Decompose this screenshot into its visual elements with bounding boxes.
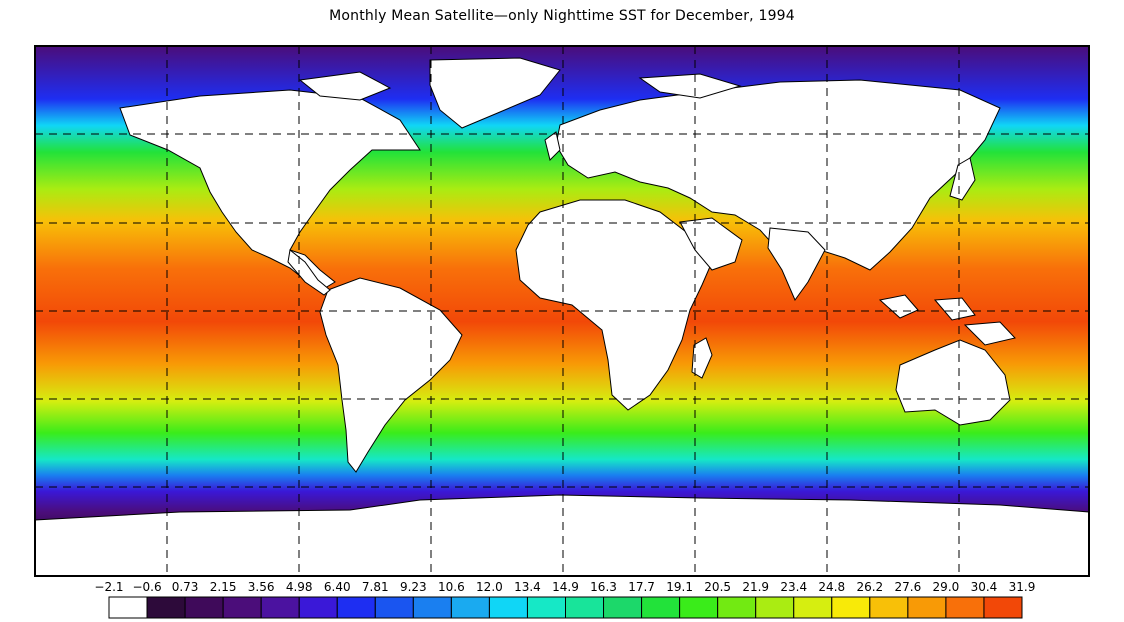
land-japan: [949, 157, 976, 201]
colorbar-cell-0: [108, 596, 148, 619]
map-frame: [34, 45, 1090, 577]
colorbar-label: 21.9: [742, 580, 770, 594]
colorbar-label: 31.9: [1008, 580, 1036, 594]
colorbar-cell-17: [755, 596, 795, 619]
colorbar: [108, 596, 1023, 619]
colorbar-cell-21: [907, 596, 947, 619]
colorbar-label: −2.1: [94, 580, 124, 594]
colorbar-cell-1: [146, 596, 186, 619]
colorbar-cell-23: [983, 596, 1023, 619]
colorbar-label: 9.23: [399, 580, 427, 594]
land-africa: [515, 199, 713, 411]
colorbar-cell-6: [336, 596, 376, 619]
colorbar-label: −0.6: [132, 580, 162, 594]
colorbar-cell-9: [450, 596, 490, 619]
colorbar-label: 6.40: [323, 580, 351, 594]
colorbar-cell-10: [488, 596, 528, 619]
colorbar-label: 17.7: [628, 580, 655, 594]
colorbar-cell-7: [374, 596, 414, 619]
graticule: [35, 46, 1089, 576]
colorbar-label: 27.6: [894, 580, 922, 594]
colorbar-label: 29.0: [932, 580, 960, 594]
colorbar-cell-18: [793, 596, 833, 619]
colorbar-cell-4: [260, 596, 300, 619]
map-title: Monthly Mean Satellite—only Nighttime SS…: [329, 8, 795, 24]
colorbar-label: 0.73: [171, 580, 199, 594]
colorbar-label: 19.1: [666, 580, 693, 594]
colorbar-cell-15: [679, 596, 719, 619]
colorbar-cell-22: [945, 596, 985, 619]
colorbar-label: 20.5: [704, 580, 732, 594]
colorbar-label: 10.6: [438, 580, 465, 594]
land-sea-islands: [878, 294, 1016, 346]
colorbar-cell-5: [298, 596, 338, 619]
colorbar-label: 14.9: [552, 580, 579, 594]
colorbar-label: 12.0: [476, 580, 503, 594]
colorbar-cell-13: [603, 596, 643, 619]
colorbar-label: 30.4: [970, 580, 998, 594]
colorbar-label: 2.15: [209, 580, 237, 594]
colorbar-cell-2: [184, 596, 224, 619]
land-madagascar: [691, 337, 713, 379]
colorbar-cell-20: [869, 596, 909, 619]
colorbar-cell-14: [641, 596, 681, 619]
land-australia: [895, 339, 1011, 426]
colorbar-label: 13.4: [514, 580, 541, 594]
colorbar-label: 7.81: [361, 580, 389, 594]
colorbar-cell-3: [222, 596, 262, 619]
land-south-america: [319, 277, 463, 473]
colorbar-label: 16.3: [590, 580, 617, 594]
colorbar-cell-8: [412, 596, 452, 619]
colorbar-label: 23.4: [780, 580, 808, 594]
colorbar-label: 3.56: [247, 580, 275, 594]
land-india: [767, 227, 826, 302]
land-north-america: [119, 89, 421, 289]
land-arctic-islands: [298, 71, 742, 101]
colorbar-cell-11: [526, 596, 567, 619]
colorbar-label: 24.8: [818, 580, 846, 594]
colorbar-label: 4.98: [285, 580, 313, 594]
colorbar-cell-16: [717, 596, 757, 619]
colorbar-cell-12: [565, 596, 605, 619]
land-greenland: [429, 57, 561, 129]
land-uk: [544, 131, 561, 161]
colorbar-label: 26.2: [856, 580, 884, 594]
colorbar-cell-19: [831, 596, 871, 619]
colorbar-labels: −2.1 −0.6 0.73 2.15 3.56 4.98 6.40 7.81 9.23 10.6…: [0, 580, 1124, 596]
